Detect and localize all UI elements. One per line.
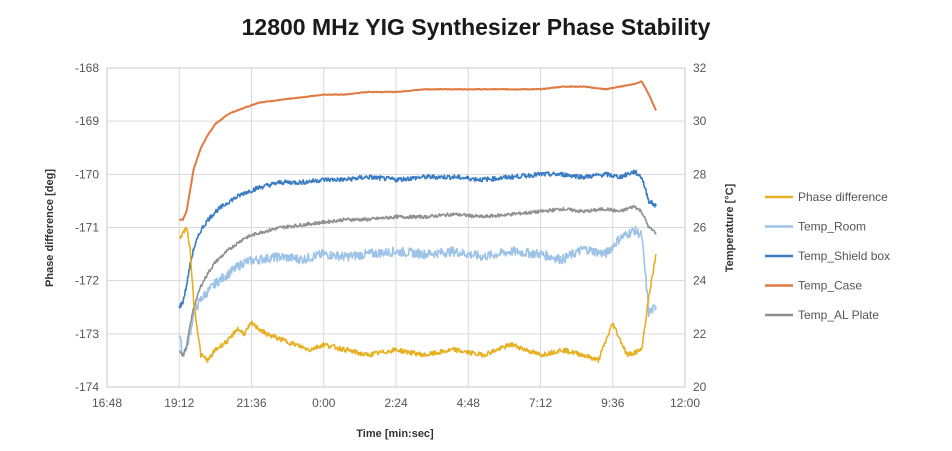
y-axis-title: Phase difference [deg] [44,169,56,287]
bottom-axis: 16:48 19:12 21:36 0:00 2:24 4:48 7:12 9:36 12:00 [92,396,700,410]
series-layer [178,80,657,364]
y2-tick-label: 20 [693,380,707,394]
plot-border [106,67,686,388]
y2-tick-label: 24 [693,274,707,288]
x-tick-label: 2:24 [384,396,408,410]
y-tick-label: -168 [75,61,99,75]
y-tick-label: -172 [75,274,99,288]
y2-tick-label: 30 [693,114,707,128]
x-tick-label: 12:00 [670,396,700,410]
legend-label-temp-room: Temp_Room [798,220,866,234]
series-line-phase-difference [179,226,657,364]
x-tick-label: 4:48 [457,396,481,410]
x-tick-label: 19:12 [164,396,194,410]
legend-label-temp-al-plate: Temp_AL Plate [798,308,879,322]
series-line-temp-room [178,225,657,357]
y2-tick-label: 22 [693,327,707,341]
series-line-temp-al-plate [179,205,657,357]
y2-tick-label: 32 [693,61,707,75]
y-tick-label: -173 [75,327,99,341]
chart-title: 12800 MHz YIG Synthesizer Phase Stabilit… [241,14,711,40]
series-line-temp-shield-box [178,169,657,309]
x-tick-label: 0:00 [312,396,336,410]
legend-label-phase-difference: Phase difference [798,190,888,204]
y-tick-label: -171 [75,221,99,235]
series-line-temp-case [178,80,657,221]
x-tick-label: 7:12 [529,396,553,410]
x-tick-label: 9:36 [601,396,625,410]
right-axis: 20 22 24 26 28 30 32 [693,61,707,394]
legend: Phase difference Temp_Room Temp_Shield box… [765,190,890,322]
legend-label-temp-case: Temp_Case [798,279,862,293]
y2-axis-title: Temperature [°C] [724,183,736,272]
y-tick-label: -174 [75,380,99,394]
legend-label-temp-shield-box: Temp_Shield box [798,249,890,263]
gridlines [106,67,686,388]
y2-tick-label: 26 [693,221,707,235]
x-tick-label: 16:48 [92,396,122,410]
plot-area [106,67,686,388]
x-axis-title: Time [min:sec] [356,428,434,440]
x-tick-label: 21:36 [236,396,266,410]
y2-tick-label: 28 [693,167,707,181]
y-tick-label: -170 [75,167,99,181]
y-tick-label: -169 [75,114,99,128]
left-axis: -174 -173 -172 -171 -170 -169 -168 [75,61,99,394]
